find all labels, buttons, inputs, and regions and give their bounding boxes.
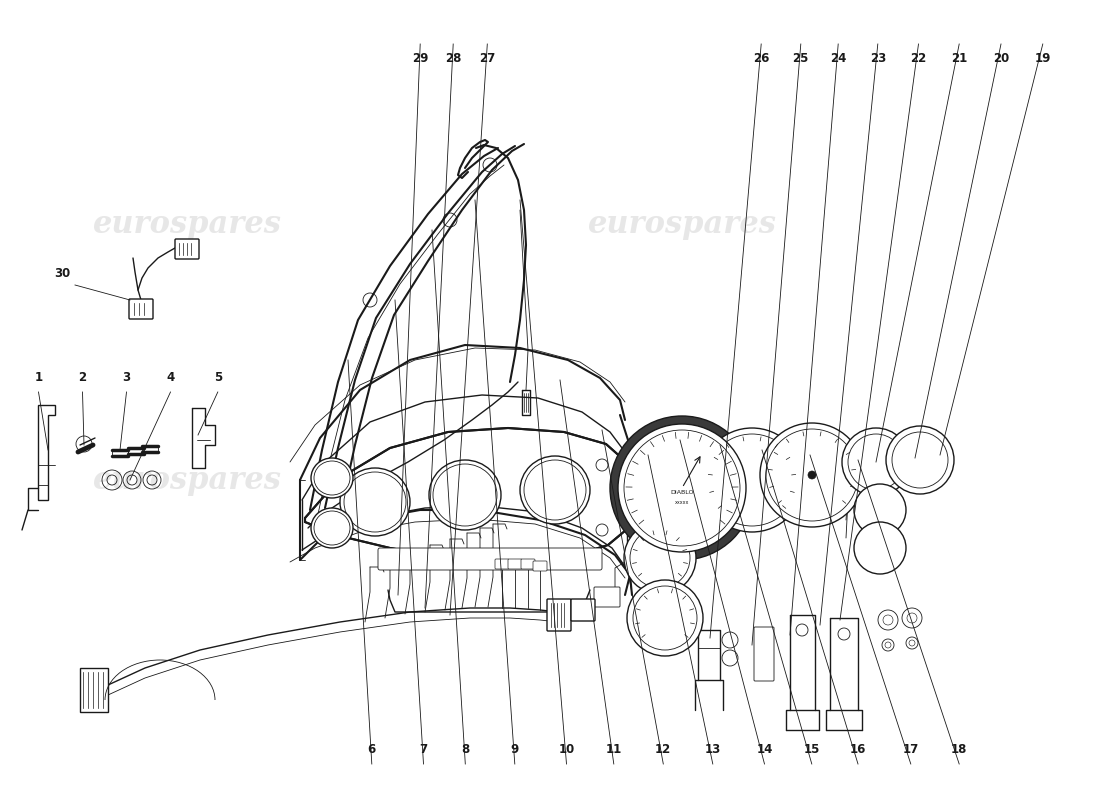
Text: 2: 2 (78, 371, 87, 384)
FancyBboxPatch shape (129, 299, 153, 319)
Text: xxxxx: xxxxx (674, 499, 690, 505)
Circle shape (854, 484, 906, 536)
Polygon shape (39, 405, 55, 500)
Text: eurospares: eurospares (92, 209, 282, 239)
Text: 9: 9 (510, 743, 519, 756)
Text: 11: 11 (606, 743, 621, 756)
FancyBboxPatch shape (534, 561, 547, 571)
Ellipse shape (520, 456, 590, 524)
Text: 18: 18 (952, 743, 967, 756)
Text: 3: 3 (122, 371, 131, 384)
Text: 12: 12 (656, 743, 671, 756)
FancyBboxPatch shape (547, 599, 571, 631)
Text: 13: 13 (705, 743, 720, 756)
Text: 16: 16 (850, 743, 866, 756)
Text: 20: 20 (993, 52, 1009, 65)
Text: 7: 7 (419, 743, 428, 756)
Text: 26: 26 (754, 52, 769, 65)
Text: DIABLO: DIABLO (670, 490, 694, 494)
Circle shape (808, 471, 816, 479)
Circle shape (700, 428, 804, 532)
Text: eurospares: eurospares (587, 209, 777, 239)
Text: 28: 28 (446, 52, 461, 65)
Text: 8: 8 (461, 743, 470, 756)
Text: eurospares: eurospares (92, 465, 282, 495)
Circle shape (886, 426, 954, 494)
Text: 30: 30 (54, 267, 70, 280)
Text: 29: 29 (412, 52, 428, 65)
Text: 14: 14 (757, 743, 772, 756)
Text: 10: 10 (559, 743, 574, 756)
FancyBboxPatch shape (378, 548, 602, 570)
Polygon shape (305, 428, 626, 562)
Text: 5: 5 (213, 371, 222, 384)
FancyBboxPatch shape (571, 599, 595, 621)
Circle shape (618, 424, 746, 552)
Ellipse shape (311, 458, 353, 498)
Ellipse shape (429, 460, 500, 530)
FancyBboxPatch shape (175, 239, 199, 259)
Ellipse shape (311, 508, 353, 548)
Text: 24: 24 (830, 52, 846, 65)
Text: 27: 27 (480, 52, 495, 65)
FancyBboxPatch shape (495, 559, 509, 569)
Text: eurospares: eurospares (565, 465, 755, 495)
FancyBboxPatch shape (754, 627, 774, 681)
FancyBboxPatch shape (508, 559, 522, 569)
Circle shape (624, 522, 696, 594)
Text: 6: 6 (367, 743, 376, 756)
Text: 15: 15 (804, 743, 820, 756)
Circle shape (854, 522, 906, 574)
Text: 25: 25 (793, 52, 808, 65)
Polygon shape (80, 668, 108, 712)
Text: 1: 1 (34, 371, 43, 384)
Circle shape (760, 423, 864, 527)
Text: 22: 22 (911, 52, 926, 65)
Circle shape (627, 580, 703, 656)
Text: 4: 4 (166, 371, 175, 384)
Text: 21: 21 (952, 52, 967, 65)
Text: 19: 19 (1035, 52, 1050, 65)
Circle shape (610, 416, 754, 560)
FancyBboxPatch shape (521, 559, 535, 569)
FancyBboxPatch shape (594, 587, 620, 607)
Text: 17: 17 (903, 743, 918, 756)
Circle shape (842, 428, 910, 496)
Text: 23: 23 (870, 52, 886, 65)
Ellipse shape (340, 468, 410, 536)
